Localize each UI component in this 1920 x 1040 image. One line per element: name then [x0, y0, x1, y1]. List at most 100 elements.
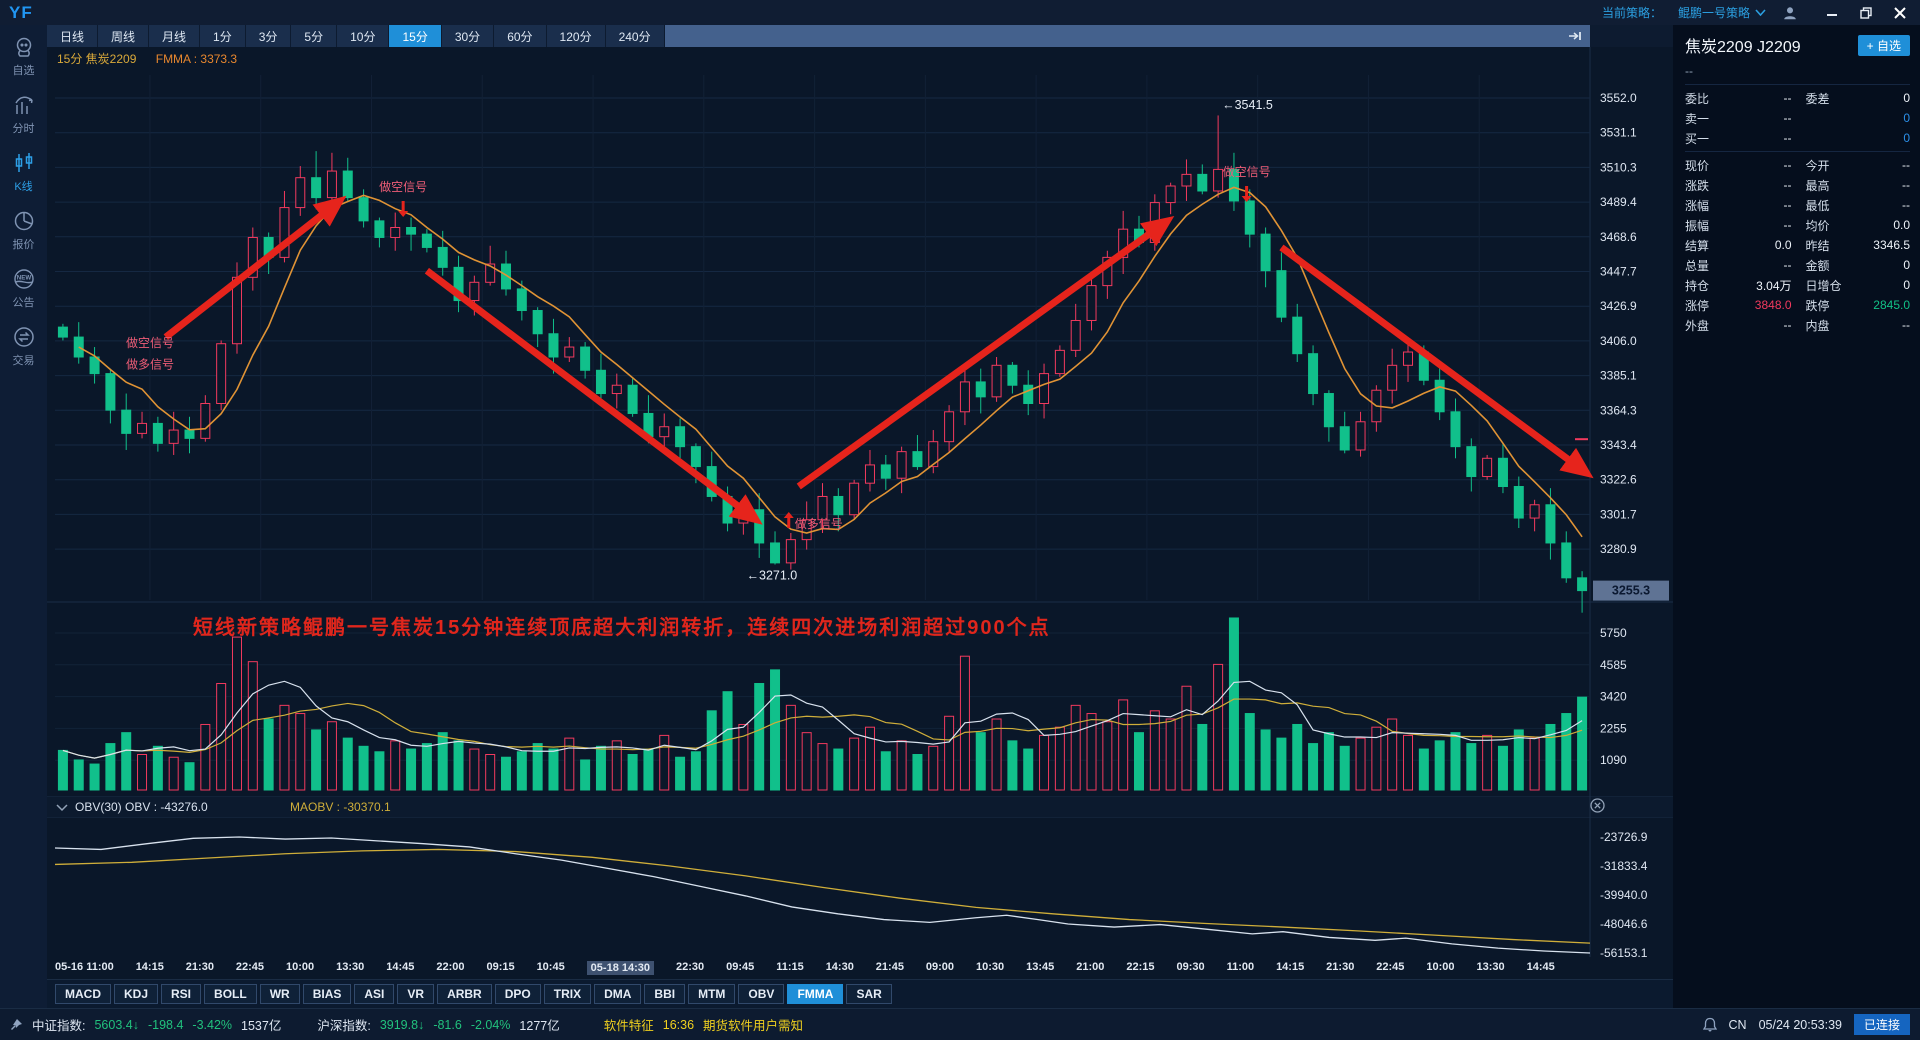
time-axis-label: 21:00	[1076, 961, 1105, 973]
short-signal-label: 做空信号	[379, 179, 427, 194]
indicator-tab-FMMA[interactable]: FMMA	[787, 984, 844, 1004]
indicator-tab-BIAS[interactable]: BIAS	[302, 984, 352, 1004]
bell-icon[interactable]	[1702, 1017, 1717, 1032]
collapse-right-icon[interactable]	[1568, 31, 1582, 41]
timeframe-tab-15分[interactable]: 15分	[389, 25, 442, 47]
strategy-dropdown[interactable]: 鲲鹏一号策略	[1678, 4, 1766, 21]
quote-value: --	[1783, 91, 1792, 105]
timeframe-tab-周线[interactable]: 周线	[98, 25, 150, 47]
indicator-tab-KDJ[interactable]: KDJ	[114, 984, 159, 1004]
index2-value: 3919.8↓	[379, 1017, 425, 1032]
connection-status-badge[interactable]: 已连接	[1853, 1014, 1910, 1035]
quote-label: 委比	[1685, 91, 1710, 106]
quote-row: 涨跌 -- 最高 --	[1685, 175, 1910, 195]
sidebar-item-announcement-new[interactable]: NEW 公告	[12, 267, 36, 310]
sidebar-item-label: 分时	[12, 123, 35, 135]
quote-label: 日增仓	[1805, 278, 1842, 293]
quote-value: --	[1902, 158, 1910, 172]
timeframe-tabbar: 日线 周线 月线 1分 3分 5分 10分 15分 30分 60分 120分 240分	[47, 25, 1673, 47]
titlebar: YF 当前策略： 鲲鹏一号策略	[0, 0, 1920, 25]
contract-title: 焦炭2209 J2209	[1685, 39, 1801, 56]
time-axis-label: 09:45	[726, 961, 755, 973]
indicator-tabbar: MACD KDJ RSI BOLL WR BIAS ASI VR ARBR DPO TRIX DMA B…	[47, 979, 1673, 1008]
signal-label: 做多信号	[126, 357, 174, 372]
time-axis-label: 10:00	[1426, 961, 1455, 973]
obv-panel-close-icon[interactable]	[1590, 798, 1605, 818]
indicator-tab-ARBR[interactable]: ARBR	[437, 984, 492, 1004]
restore-button[interactable]	[1858, 5, 1874, 21]
indicator-tab-RSI[interactable]: RSI	[161, 984, 202, 1004]
sidebar-item-intraday[interactable]: 分时	[12, 93, 36, 136]
time-axis-label: 11:15	[776, 961, 804, 973]
quote-label: 最高	[1805, 178, 1830, 193]
time-axis-label: 10:00	[286, 961, 315, 973]
indicator-tab-DPO[interactable]: DPO	[494, 984, 541, 1004]
indicator-tab-TRIX[interactable]: TRIX	[543, 984, 592, 1004]
tabbar-strip	[664, 25, 1590, 47]
time-axis-label: 13:30	[336, 961, 365, 973]
quote-label: 结算	[1685, 238, 1710, 253]
maobv-indicator-label: MAOBV : -30370.1	[290, 800, 391, 814]
chart-legend: 15分 焦炭2209 FMMA : 3373.3	[57, 50, 237, 67]
indicator-tab-DMA[interactable]: DMA	[594, 984, 642, 1004]
quote-label: 内盘	[1805, 318, 1830, 333]
time-axis-label: 22:45	[235, 961, 265, 973]
quote-label: 涨停	[1685, 298, 1710, 313]
chart-area[interactable]: 3552.0 3531.1 3510.3 3489.4 3468.6 3447.7 3426…	[47, 47, 1673, 957]
notice-user-link[interactable]: 期货软件用户需知	[703, 1019, 804, 1033]
timeframe-tab-120分[interactable]: 120分	[546, 25, 606, 47]
timeframe-tab-60分[interactable]: 60分	[494, 25, 547, 47]
sidebar-item-quote-pie[interactable]: 报价	[12, 209, 36, 252]
quote-value: --	[1783, 318, 1792, 332]
divider	[1685, 151, 1910, 152]
pin-icon[interactable]	[10, 1018, 23, 1031]
left-sidebar: 自选分时 K线报价 NEW 公告交易	[0, 25, 47, 1008]
time-axis-label: 14:45	[386, 961, 415, 973]
timeframe-tab-5分[interactable]: 5分	[291, 25, 338, 47]
sidebar-item-watchlist[interactable]: 自选	[12, 35, 36, 78]
indicator-tab-WR[interactable]: WR	[259, 984, 300, 1004]
time-axis-label: 21:30	[185, 961, 214, 973]
strategy-headline-annotation: 短线新策略鲲鹏一号焦炭15分钟连续顶底超大利润转折，连续四次进场利润超过900个…	[193, 617, 1051, 639]
indicator-tab-MACD[interactable]: MACD	[55, 984, 111, 1004]
quote-row: 委比 -- 委差 0	[1685, 88, 1910, 108]
time-axis-labels: 05-16 11:00 14:15 21:30 22:45 10:00 13:30 14:4…	[55, 961, 1555, 975]
timeframe-tab-1分[interactable]: 1分	[200, 25, 246, 47]
quote-label: 外盘	[1685, 318, 1710, 333]
user-icon[interactable]	[1782, 5, 1798, 21]
timeframe-tab-10分[interactable]: 10分	[337, 25, 390, 47]
indicator-tab-MTM[interactable]: MTM	[688, 984, 736, 1004]
indicator-tab-OBV[interactable]: OBV	[738, 984, 785, 1004]
contract-subvalue: --	[1685, 64, 1910, 85]
sidebar-item-kline[interactable]: K线	[12, 151, 36, 194]
timeframe-tab-日线[interactable]: 日线	[47, 25, 99, 47]
time-axis-label: 13:30	[1476, 961, 1505, 973]
timeframe-tab-30分[interactable]: 30分	[441, 25, 495, 47]
indicator-tab-ASI[interactable]: ASI	[354, 984, 395, 1004]
kline-chart-canvas[interactable]: 3552.0 3531.1 3510.3 3489.4 3468.6 3447.7 3426…	[47, 47, 1673, 957]
sidebar-item-trade-arrows[interactable]: 交易	[12, 325, 36, 368]
timeframe-tab-月线[interactable]: 月线	[149, 25, 201, 47]
notice-feature-link[interactable]: 软件特征	[603, 1019, 654, 1033]
timeframe-tab-240分[interactable]: 240分	[605, 25, 665, 47]
quote-detail-rows: 现价 -- 今开 -- 涨跌 -- 最高 -- 涨幅 -- 最低 -- 振幅 -- 均价 0.0 结算 0.0 昨结…	[1685, 155, 1910, 335]
indicator-tab-VR[interactable]: VR	[397, 984, 435, 1004]
timeframe-tab-3分[interactable]: 3分	[245, 25, 292, 47]
svg-text:4585: 4585	[1600, 658, 1627, 672]
time-axis-label: 09:00	[925, 961, 955, 973]
svg-text:3426.9: 3426.9	[1600, 299, 1637, 313]
svg-text:3364.3: 3364.3	[1600, 403, 1637, 417]
low-price-callout: ←3271.0	[747, 568, 798, 582]
add-watchlist-button[interactable]: + 自选	[1857, 34, 1910, 56]
time-axis-label: 10:45	[536, 961, 565, 973]
indicator-tab-BBI[interactable]: BBI	[644, 984, 686, 1004]
indicator-tab-SAR[interactable]: SAR	[846, 984, 892, 1004]
intraday-icon	[12, 93, 36, 117]
sidebar-item-label: 公告	[12, 297, 35, 309]
indicator-tab-BOLL[interactable]: BOLL	[204, 984, 257, 1004]
close-button[interactable]	[1892, 5, 1908, 21]
minimize-button[interactable]	[1824, 5, 1840, 21]
svg-text:3255.3: 3255.3	[1612, 584, 1650, 598]
quote-label: 昨结	[1805, 238, 1830, 253]
